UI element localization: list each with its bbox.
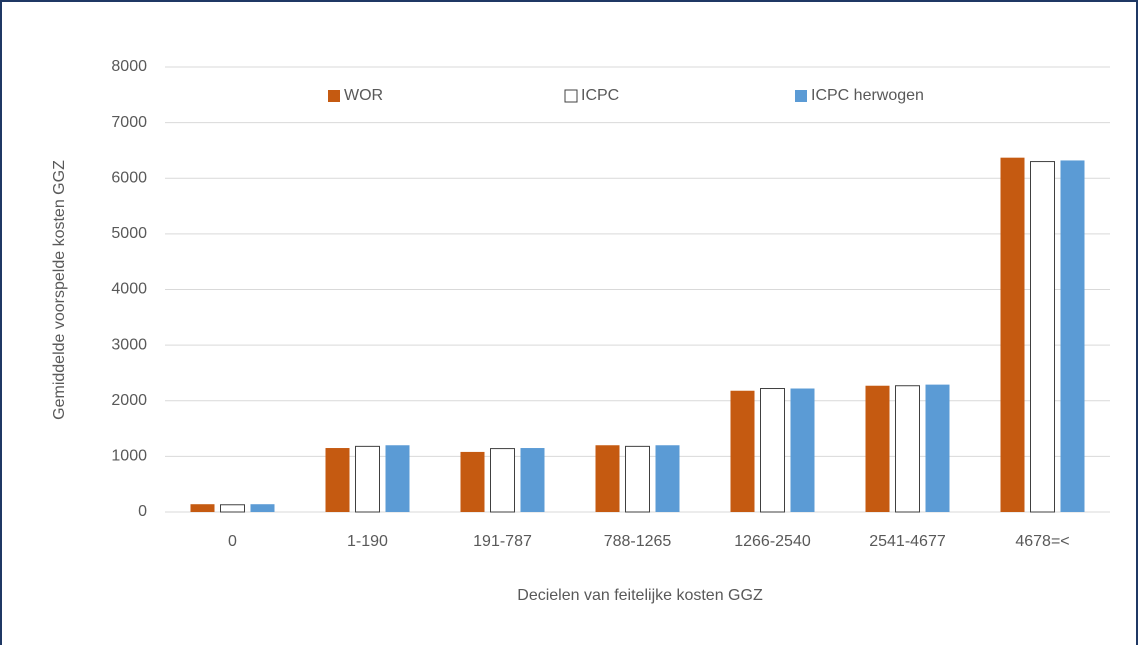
bar bbox=[595, 445, 620, 512]
x-tick-label: 0 bbox=[228, 533, 237, 550]
bar bbox=[925, 384, 950, 512]
legend-label: ICPC bbox=[581, 87, 619, 104]
x-tick-label: 1266-2540 bbox=[734, 533, 811, 550]
x-tick-label: 1-190 bbox=[347, 533, 388, 550]
x-tick-label: 4678=< bbox=[1015, 533, 1069, 550]
y-tick-label: 6000 bbox=[111, 169, 147, 186]
bar bbox=[520, 448, 545, 512]
legend-swatch bbox=[328, 90, 340, 102]
bar bbox=[250, 504, 275, 512]
y-tick-label: 1000 bbox=[111, 448, 147, 465]
bar bbox=[625, 445, 650, 513]
bar bbox=[655, 445, 680, 512]
y-tick-label: 2000 bbox=[111, 392, 147, 409]
y-tick-label: 5000 bbox=[111, 225, 147, 242]
y-tick-label: 8000 bbox=[111, 58, 147, 75]
bar bbox=[1000, 157, 1025, 512]
bar bbox=[760, 388, 785, 513]
bar bbox=[385, 445, 410, 512]
bar bbox=[895, 385, 920, 513]
x-tick-label: 788-1265 bbox=[604, 533, 672, 550]
y-tick-label: 4000 bbox=[111, 281, 147, 298]
bar bbox=[490, 448, 515, 513]
x-axis-label: Decielen van feitelijke kosten GGZ bbox=[517, 587, 763, 604]
bar bbox=[1060, 160, 1085, 512]
y-tick-label: 3000 bbox=[111, 336, 147, 353]
y-tick-label: 7000 bbox=[111, 114, 147, 131]
legend-swatch bbox=[564, 89, 578, 103]
legend-label: ICPC herwogen bbox=[811, 87, 924, 104]
bar bbox=[325, 448, 350, 512]
bar bbox=[1030, 161, 1055, 513]
bar bbox=[355, 445, 380, 513]
legend-label: WOR bbox=[344, 87, 383, 104]
bar bbox=[190, 504, 215, 512]
y-axis-label: Gemiddelde voorspelde kosten GGZ bbox=[51, 160, 68, 420]
bar bbox=[730, 390, 755, 512]
bar bbox=[220, 504, 245, 513]
bar bbox=[790, 388, 815, 512]
legend-swatch bbox=[795, 90, 807, 102]
bar bbox=[460, 451, 485, 512]
x-tick-label: 191-787 bbox=[473, 533, 532, 550]
x-tick-label: 2541-4677 bbox=[869, 533, 946, 550]
y-tick-label: 0 bbox=[138, 503, 147, 520]
bar bbox=[865, 385, 890, 512]
